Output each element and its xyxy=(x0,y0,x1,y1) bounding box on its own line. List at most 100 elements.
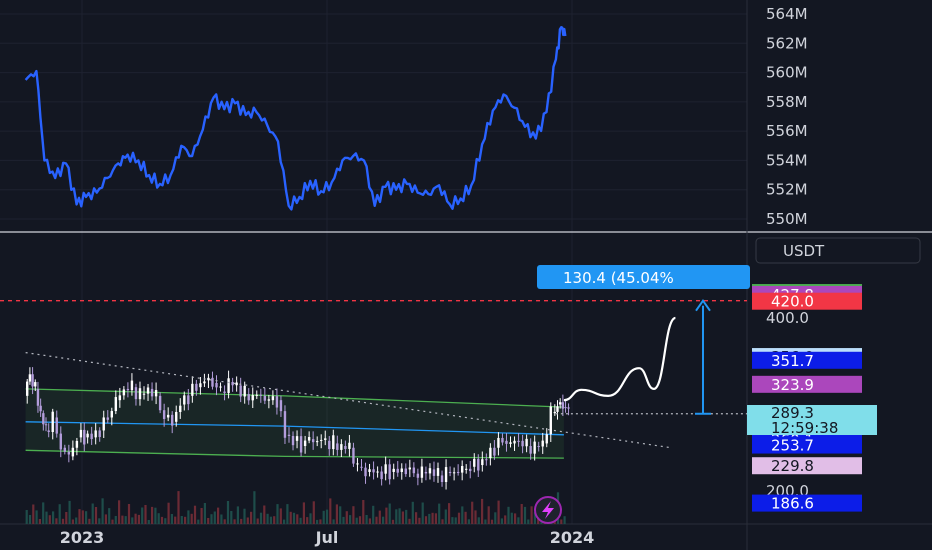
projection-arrow-head xyxy=(695,298,711,312)
news-flash-icon[interactable] xyxy=(534,496,562,524)
volume-bar-104 xyxy=(368,518,371,524)
volume-bar-18 xyxy=(85,511,88,524)
candle-body-112 xyxy=(465,468,468,470)
top-y-tick-4: 556M xyxy=(766,122,808,140)
volume-bar-52 xyxy=(197,519,200,524)
volume-bar-37 xyxy=(147,520,150,524)
price-badges[interactable]: 430.0427.8420.0356.0351.7323.9260.1253.7… xyxy=(752,284,862,513)
volume-bar-2 xyxy=(32,504,35,524)
candle-body-88 xyxy=(368,469,371,472)
volume-bar-39 xyxy=(154,507,157,524)
candle-body-124 xyxy=(513,440,516,444)
candle-body-125 xyxy=(517,440,520,442)
volume-bar-21 xyxy=(94,507,98,524)
volume-bar-47 xyxy=(180,516,183,524)
price-badge-bg-7 xyxy=(752,436,862,454)
volume-bar-25 xyxy=(108,508,111,524)
volume-bar-90 xyxy=(322,510,325,524)
volume-bar-82 xyxy=(296,514,299,524)
price-badge-label-7: 253.7 xyxy=(771,437,814,455)
volume-bar-134 xyxy=(467,519,470,524)
time-axis[interactable]: 2023 Jul 2024 xyxy=(60,528,595,547)
volume-bar-55 xyxy=(207,518,210,524)
volume-bar-42 xyxy=(164,518,167,524)
candle-body-92 xyxy=(384,464,387,474)
volume-bar-28 xyxy=(118,500,121,524)
volume-bar-76 xyxy=(276,504,279,524)
volume-bar-124 xyxy=(434,513,437,524)
volume-bar-95 xyxy=(339,506,342,524)
candle-body-137 xyxy=(561,402,565,409)
candle-body-24 xyxy=(110,411,113,418)
volume-bar-72 xyxy=(263,505,266,524)
usdt-currency-label[interactable]: USDT xyxy=(755,237,921,264)
candle-body-123 xyxy=(509,442,512,444)
volume-bar-14 xyxy=(71,519,74,524)
candle-body-47 xyxy=(203,381,206,384)
candle-body-41 xyxy=(179,405,182,412)
volume-bar-119 xyxy=(418,517,421,524)
volume-bar-48 xyxy=(184,516,187,524)
volume-bar-87 xyxy=(312,501,315,524)
volume-bar-86 xyxy=(309,513,312,524)
volume-bar-27 xyxy=(114,516,117,524)
volume-bar-111 xyxy=(391,519,395,524)
volume-bar-133 xyxy=(464,511,467,524)
candle-body-117 xyxy=(485,459,488,461)
volume-bar-53 xyxy=(200,508,203,524)
volume-bar-45 xyxy=(174,516,177,524)
volume-bar-6 xyxy=(45,511,48,524)
candle-body-14 xyxy=(71,447,75,457)
volume-bar-66 xyxy=(243,508,246,524)
price-badge-bg-2 xyxy=(752,292,862,310)
volume-bar-30 xyxy=(124,516,127,524)
drawings-layer[interactable] xyxy=(0,298,747,449)
candle-body-45 xyxy=(195,383,198,391)
volume-bar-43 xyxy=(167,502,170,524)
volume-bar-19 xyxy=(88,518,91,524)
candle-body-43 xyxy=(187,395,190,405)
candle-body-106 xyxy=(440,475,444,482)
candle-body-1 xyxy=(28,374,32,382)
volume-bar-60 xyxy=(223,519,226,524)
candle-body-101 xyxy=(420,466,424,478)
volume-bar-107 xyxy=(378,510,381,524)
candle-body-21 xyxy=(98,430,101,438)
candle-body-0 xyxy=(26,381,29,396)
candle-body-13 xyxy=(67,451,71,455)
candle-body-61 xyxy=(259,394,263,396)
current-price-value: 289.3 xyxy=(771,404,814,422)
candle-body-48 xyxy=(207,377,210,381)
candle-body-16 xyxy=(79,429,83,438)
candle-body-139 xyxy=(567,407,570,409)
candle-body-36 xyxy=(158,395,162,411)
volume-bar-120 xyxy=(421,502,424,524)
grid xyxy=(0,0,747,524)
top-pane-plot[interactable] xyxy=(24,26,567,211)
candle-body-17 xyxy=(83,429,86,445)
candle-body-82 xyxy=(344,446,347,449)
candlestick-series[interactable] xyxy=(26,367,570,490)
price-badge-label-2: 420.0 xyxy=(771,293,814,311)
projection-label[interactable]: 130.4 (45.04% xyxy=(537,265,750,289)
x-tick-1: Jul xyxy=(315,528,339,547)
candle-body-22 xyxy=(102,417,105,431)
volume-bar-99 xyxy=(352,506,355,524)
current-price-badge[interactable]: 289.3 12:59:38 xyxy=(747,404,877,437)
candle-body-69 xyxy=(291,435,295,446)
candle-body-122 xyxy=(505,440,508,444)
price-badge-bg-4 xyxy=(752,351,862,369)
volume-bar-85 xyxy=(306,517,309,524)
volume-bar-162 xyxy=(560,519,563,524)
top-price-axis[interactable]: 564M 562M 560M 558M 556M 554M 552M 550M xyxy=(766,5,808,228)
candle-body-129 xyxy=(533,441,536,454)
candle-body-126 xyxy=(521,440,524,447)
volume-bar-36 xyxy=(144,505,147,524)
candle-body-68 xyxy=(287,434,291,436)
volume-bar-145 xyxy=(504,515,507,524)
candle-body-97 xyxy=(404,468,407,475)
candle-body-76 xyxy=(320,439,323,441)
volume-bar-98 xyxy=(349,515,352,524)
candle-body-114 xyxy=(473,458,476,467)
